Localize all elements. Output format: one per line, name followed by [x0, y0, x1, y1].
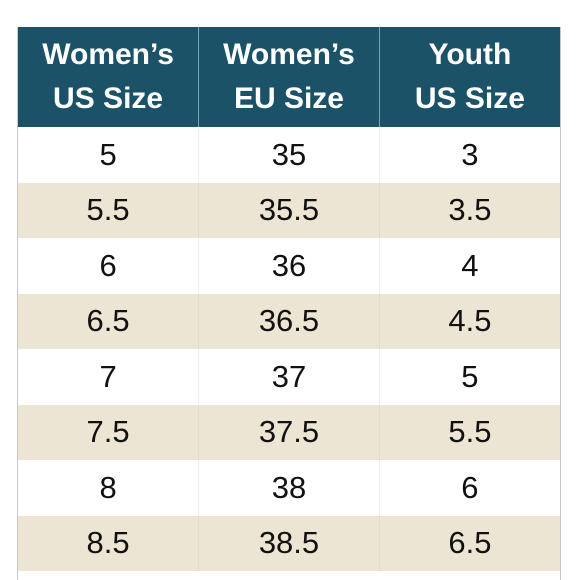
table-right-border — [560, 27, 561, 580]
table-row: 7.5 37.5 5.5 — [18, 404, 560, 460]
table-row: 8.5 38.5 6.5 — [18, 515, 560, 571]
table-row: 5 35 3 — [18, 127, 560, 183]
cell-womens-eu: 35.5 — [198, 182, 380, 238]
table-body: 5 35 3 5.5 35.5 3.5 6 36 4 6.5 36.5 4.5 … — [18, 127, 560, 571]
cell-youth-us: 4.5 — [448, 303, 492, 339]
table-left-border — [17, 27, 18, 580]
table-row: 7 37 5 — [18, 349, 560, 405]
size-conversion-table: Women’s US Size Women’s EU Size Youth US… — [18, 27, 560, 571]
table-header: Women’s US Size Women’s EU Size Youth US… — [18, 27, 560, 127]
cell-youth-us: 6.5 — [448, 525, 492, 561]
cell-womens-us: 6.5 — [18, 293, 200, 349]
cell-womens-us: 6 — [18, 238, 200, 294]
cell-womens-eu: 37 — [198, 349, 380, 405]
header-row: Women’s US Size Women’s EU Size Youth US… — [18, 27, 560, 127]
cell-youth-us: 5 — [461, 358, 479, 394]
cell-womens-us: 7 — [18, 349, 200, 405]
cell-youth-us: 5.5 — [448, 414, 492, 450]
cell-youth-us: 4 — [461, 247, 479, 283]
table-row: 8 38 6 — [18, 460, 560, 516]
cell-womens-eu: 36.5 — [198, 293, 380, 349]
table-row: 5.5 35.5 3.5 — [18, 182, 560, 238]
cell-womens-us: 5 — [18, 127, 200, 183]
cell-youth-us: 3.5 — [448, 192, 492, 228]
header-womens-us-size: Women’s US Size — [18, 27, 200, 127]
cell-youth-us: 6 — [461, 469, 479, 505]
cell-womens-eu: 36 — [198, 238, 380, 294]
header-womens-eu-size: Women’s EU Size — [198, 27, 380, 127]
cell-womens-eu: 35 — [198, 127, 380, 183]
cell-womens-eu: 37.5 — [198, 404, 380, 460]
cell-womens-eu: 38 — [198, 460, 380, 516]
cell-womens-us: 5.5 — [18, 182, 200, 238]
cell-womens-us: 7.5 — [18, 404, 200, 460]
cell-womens-eu: 38.5 — [198, 515, 380, 571]
header-youth-us-size: Youth US Size — [379, 27, 560, 127]
cell-youth-us: 3 — [461, 136, 479, 172]
cell-womens-us: 8.5 — [18, 515, 200, 571]
table-row: 6.5 36.5 4.5 — [18, 293, 560, 349]
table-row: 6 36 4 — [18, 238, 560, 294]
cell-womens-us: 8 — [18, 460, 200, 516]
